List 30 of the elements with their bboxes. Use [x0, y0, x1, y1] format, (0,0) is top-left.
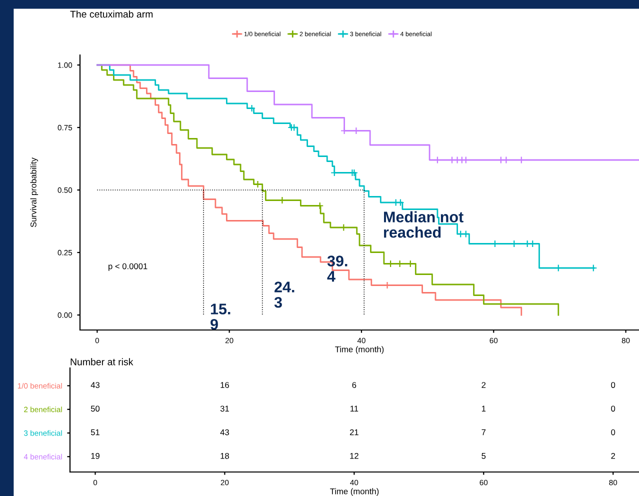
data-label: 7 [482, 429, 486, 436]
data-label: 0 [611, 429, 616, 436]
data-label: 1 [482, 406, 486, 412]
data-label: 19 [91, 452, 100, 459]
annotation: 39. 4 [327, 256, 348, 282]
x-axis-title: Time (month) [330, 488, 379, 496]
annotation: p < 0.0001 [108, 263, 148, 271]
data-label: 0 [611, 406, 616, 412]
data-label: 11 [350, 406, 358, 412]
data-label: 43 [90, 382, 100, 388]
data-label: 12 [350, 452, 358, 459]
annotation: 15. 9 [210, 304, 230, 330]
y-axis-title: Survival probability [30, 158, 38, 228]
data-label: 16 [220, 382, 229, 388]
data-label: 43 [220, 429, 229, 436]
data-label: 2 [482, 382, 486, 388]
data-label: 6 [352, 382, 356, 388]
data-label: 31 [220, 406, 229, 412]
data-label: 21 [350, 429, 358, 436]
data-label: 50 [90, 406, 100, 412]
data-label: 5 [482, 453, 486, 459]
x-axis-title: Time (month) [335, 346, 384, 354]
data-label: 51 [90, 429, 100, 436]
annotation: 24. 3 [274, 282, 294, 308]
data-label: 0 [611, 382, 616, 388]
chart-title: Number at risk [70, 358, 134, 366]
chart-title: The cetuximab arm [70, 10, 153, 18]
annotation: Median not reached [384, 211, 464, 238]
data-label: 2 [611, 452, 616, 459]
data-label: 18 [220, 452, 229, 459]
